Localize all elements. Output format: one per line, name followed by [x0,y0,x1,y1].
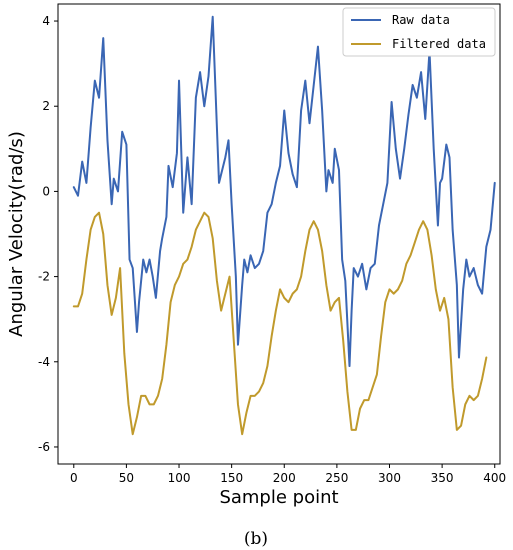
x-tick-label: 100 [168,471,191,485]
x-tick-label: 350 [431,471,454,485]
y-tick-label: -4 [38,355,50,369]
x-tick-label: 300 [378,471,401,485]
legend: Raw data Filtered data [342,7,496,57]
x-axis-label: Sample point [219,487,338,508]
x-tick-label: 50 [119,471,134,485]
x-tick-label: 0 [70,471,78,485]
series-layer [72,15,496,436]
y-tick-label: 0 [42,184,50,198]
x-tick-label: 250 [325,471,348,485]
x-tick-label: 200 [273,471,296,485]
tick-layer: 0 50 100 150 200 250 300 350 400 -6 -4 -2 0 2 4 [38,14,506,485]
raw-data-line [72,15,496,368]
y-tick-label: 2 [42,99,50,113]
filtered-data-line [72,211,488,436]
x-tick-label: 400 [483,471,506,485]
y-axis-label: Angular Velocity(rad/s) [6,131,27,337]
legend-label-raw: Raw data [392,13,450,27]
y-tick-label: -6 [38,440,50,454]
legend-label-filtered: Filtered data [392,37,486,51]
x-tick-label: 150 [220,471,243,485]
y-tick-label: 4 [42,14,50,28]
figure-caption: (b) [244,529,268,549]
y-tick-label: -2 [38,270,50,284]
plot-area-frame [57,3,501,465]
